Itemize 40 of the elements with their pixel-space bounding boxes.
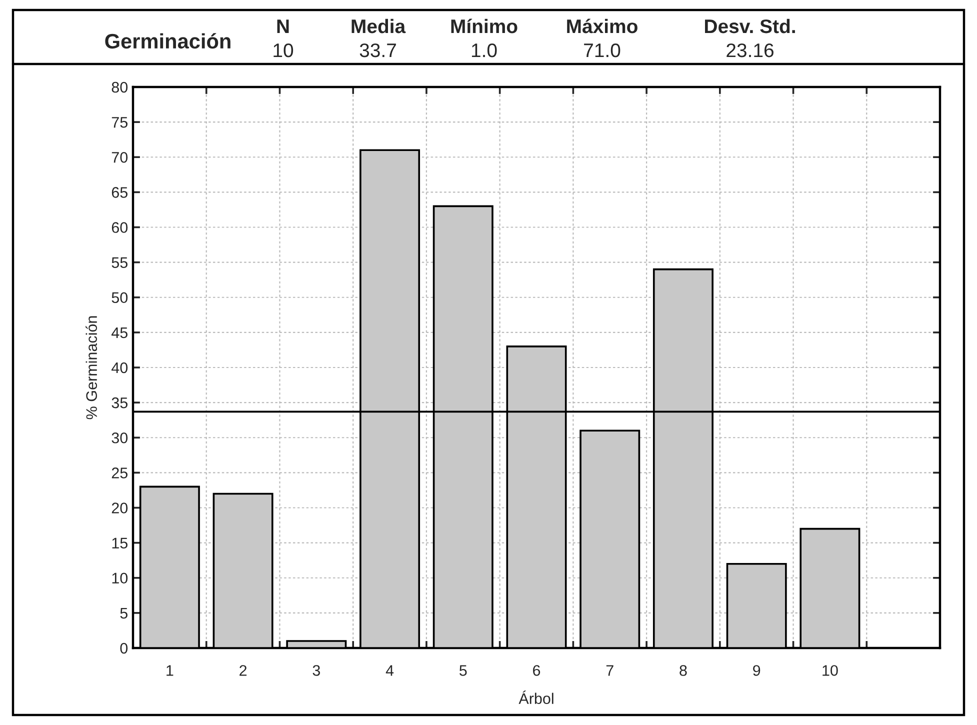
x-tick-label: 4 <box>386 665 394 676</box>
y-tick-label: 25 <box>112 468 128 478</box>
text: 33.7 <box>360 43 396 58</box>
text: Media <box>352 18 406 34</box>
y-tick-label: 55 <box>112 257 128 268</box>
text: Mínimo <box>451 18 518 34</box>
x-tick-label: 6 <box>533 665 540 676</box>
y-tick-label: 45 <box>112 327 128 338</box>
y-tick-label: 65 <box>112 187 128 198</box>
y-tick-label: 70 <box>112 152 128 163</box>
x-tick-label: 8 <box>680 665 687 676</box>
text: N <box>277 20 289 34</box>
x-tick-label: 1 <box>166 665 174 676</box>
x-tick-label: 7 <box>606 665 614 676</box>
y-tick-label: 30 <box>112 432 128 444</box>
chart-title: Germinación <box>105 33 230 49</box>
y-tick-label: 0 <box>120 642 128 654</box>
y-tick-label: 15 <box>112 538 128 548</box>
y-axis-title: % Germinación <box>86 316 98 420</box>
y-tick-label: 35 <box>112 397 128 408</box>
y-tick-label: 80 <box>112 82 128 93</box>
y-tick-label: 10 <box>112 572 128 584</box>
x-tick-label: 3 <box>312 665 320 676</box>
text: 23.16 <box>726 43 774 58</box>
y-tick-label: 60 <box>112 222 128 233</box>
text: 10 <box>274 43 294 58</box>
text: Desv. Std. <box>705 18 795 34</box>
x-tick-label: 9 <box>753 665 760 676</box>
y-tick-label: 5 <box>120 608 128 619</box>
y-tick-label: 75 <box>112 117 128 128</box>
y-tick-label: 50 <box>112 292 128 304</box>
text: 1.0 <box>472 43 497 58</box>
x-tick-label: 5 <box>460 665 467 676</box>
x-tick-label: 10 <box>822 665 838 676</box>
x-tick-label: 2 <box>240 665 247 676</box>
y-tick-label: 20 <box>112 502 128 514</box>
x-axis-title: Árbol <box>518 690 554 704</box>
y-tick-label: 40 <box>112 362 128 374</box>
text: 71.0 <box>584 43 620 58</box>
text: Máximo <box>567 18 638 34</box>
